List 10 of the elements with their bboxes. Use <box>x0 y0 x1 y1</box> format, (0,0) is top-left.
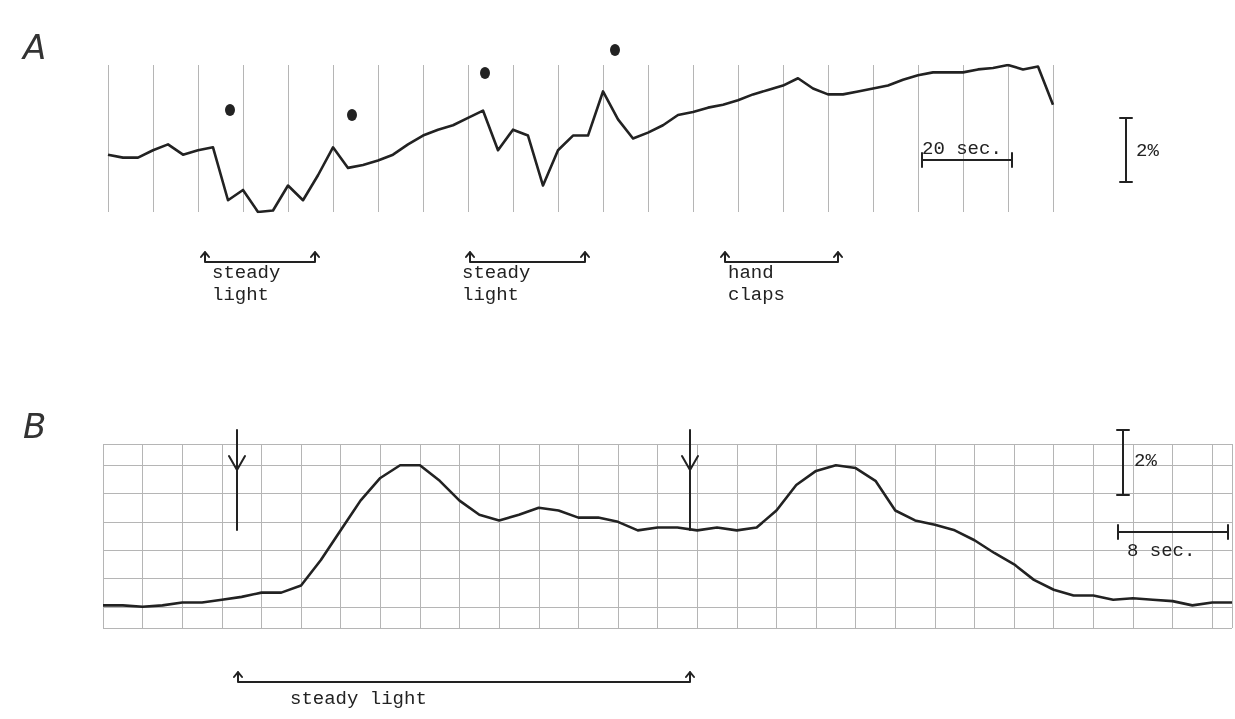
text: steady light <box>290 688 428 710</box>
text: steady light <box>212 262 282 306</box>
annotation: 2% <box>1134 450 1158 472</box>
annotation: 20 sec. <box>922 138 1003 160</box>
chart-title: B <box>23 406 47 446</box>
text: steady light <box>462 262 532 306</box>
chart-title: A <box>21 27 47 67</box>
text: 2% <box>1136 140 1160 162</box>
annotation: 8 sec. <box>1127 540 1197 562</box>
text: hand claps <box>728 262 786 306</box>
